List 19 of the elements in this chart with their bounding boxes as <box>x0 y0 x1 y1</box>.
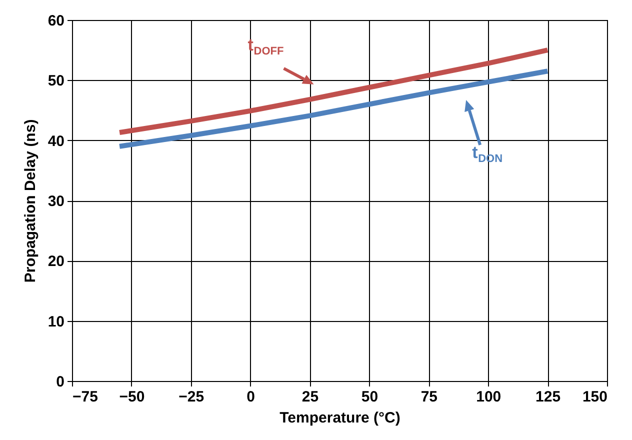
x-tick-label: 125 <box>536 388 561 406</box>
y-tick-label: 30 <box>48 193 64 210</box>
x-tick-label: −50 <box>119 388 145 406</box>
x-tick-label: 150 <box>582 388 608 406</box>
x-tick-label: −25 <box>178 388 204 406</box>
y-axis-title: Propagation Delay (ns) <box>22 119 39 283</box>
y-tick-label: 40 <box>48 132 64 150</box>
y-tick-label: 50 <box>48 72 64 90</box>
x-tick-label: 100 <box>476 388 502 406</box>
x-tick-label: 25 <box>302 388 319 406</box>
y-tick-label: 10 <box>48 313 64 330</box>
x-axis-title: Temperature (°C) <box>280 410 400 426</box>
y-tick-label: 60 <box>48 12 64 30</box>
x-tick-label: 0 <box>246 388 256 406</box>
x-tick-label: −75 <box>72 388 98 406</box>
x-tick-label: 75 <box>420 388 438 406</box>
y-tick-label: 20 <box>48 253 64 270</box>
y-tick-label: 0 <box>56 374 64 390</box>
x-tick-label: 50 <box>361 388 378 406</box>
